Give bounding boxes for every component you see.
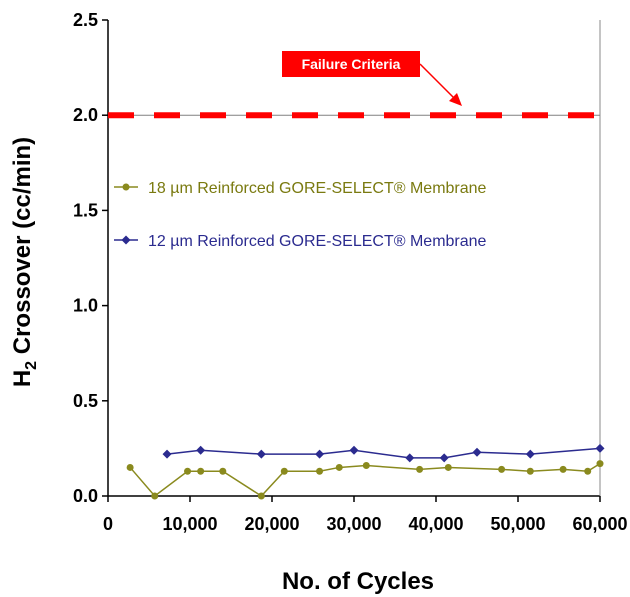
x-axis-title: No. of Cycles [282, 568, 434, 595]
legend-label-12um: 12 µm Reinforced GORE-SELECT® Membrane [148, 233, 487, 250]
y-ticks: 0.0 0.5 1.0 1.5 2.0 2.5 [73, 10, 108, 506]
data-point [498, 465, 506, 473]
x-ticks: 0 10,000 20,000 30,000 40,000 50,000 60,000 [103, 496, 628, 534]
failure-criteria-arrowhead [449, 93, 462, 106]
series-layer [126, 443, 605, 500]
data-point [559, 465, 567, 473]
y-axis-title-subscript: 2 [23, 361, 40, 370]
failure-criteria-label-box [282, 51, 420, 77]
failure-criteria-annotation: Failure Criteria [282, 51, 462, 106]
y-tick-label: 0.0 [73, 486, 98, 506]
series-1 [162, 443, 605, 463]
data-point [280, 467, 288, 475]
data-point [596, 460, 604, 468]
y-tick-label: 1.5 [73, 200, 98, 220]
y-axis-title: H2 Crossover (cc/min) [9, 137, 40, 387]
y-tick-label: 2.0 [73, 105, 98, 125]
x-tick-label: 40,000 [408, 514, 463, 534]
failure-criteria-arrow-shaft [419, 63, 456, 100]
y-tick-label: 0.5 [73, 391, 98, 411]
x-tick-label: 50,000 [490, 514, 545, 534]
legend-label-18um: 18 µm Reinforced GORE-SELECT® Membrane [148, 180, 487, 197]
series-line [166, 447, 601, 459]
legend-marker-18um [122, 183, 130, 191]
y-tick-label: 2.5 [73, 10, 98, 30]
data-point [196, 445, 206, 455]
data-point [405, 453, 415, 463]
data-point [151, 492, 159, 500]
x-tick-label: 10,000 [162, 514, 217, 534]
legend-item-18um: 18 µm Reinforced GORE-SELECT® Membrane [114, 180, 487, 197]
data-point [526, 467, 534, 475]
legend: 18 µm Reinforced GORE-SELECT® Membrane 1… [114, 180, 487, 250]
plot-frame [107, 20, 601, 497]
data-point [362, 462, 370, 470]
data-point [416, 465, 424, 473]
data-point [197, 467, 205, 475]
x-tick-label: 20,000 [244, 514, 299, 534]
data-point [315, 449, 325, 459]
y-axis-title-rest: Crossover (cc/min) [9, 137, 36, 361]
series-0 [126, 460, 604, 500]
y-tick-label: 1.0 [73, 296, 98, 316]
data-point [184, 467, 192, 475]
data-point [584, 467, 592, 475]
data-point [349, 445, 359, 455]
data-point [595, 443, 605, 453]
data-point [126, 463, 134, 471]
data-point [439, 453, 449, 463]
y-axis-title-h: H [9, 370, 36, 387]
data-point [525, 449, 535, 459]
failure-criteria-label: Failure Criteria [302, 56, 401, 72]
data-point [219, 467, 227, 475]
legend-marker-12um [121, 235, 131, 245]
data-point [257, 492, 265, 500]
data-point [444, 463, 452, 471]
data-point [335, 463, 343, 471]
legend-item-12um: 12 µm Reinforced GORE-SELECT® Membrane [114, 233, 487, 250]
data-point [472, 447, 482, 457]
data-point [162, 449, 172, 459]
data-point [316, 467, 324, 475]
data-point [256, 449, 266, 459]
x-tick-label: 60,000 [572, 514, 627, 534]
x-tick-label: 0 [103, 514, 113, 534]
x-tick-label: 30,000 [326, 514, 381, 534]
